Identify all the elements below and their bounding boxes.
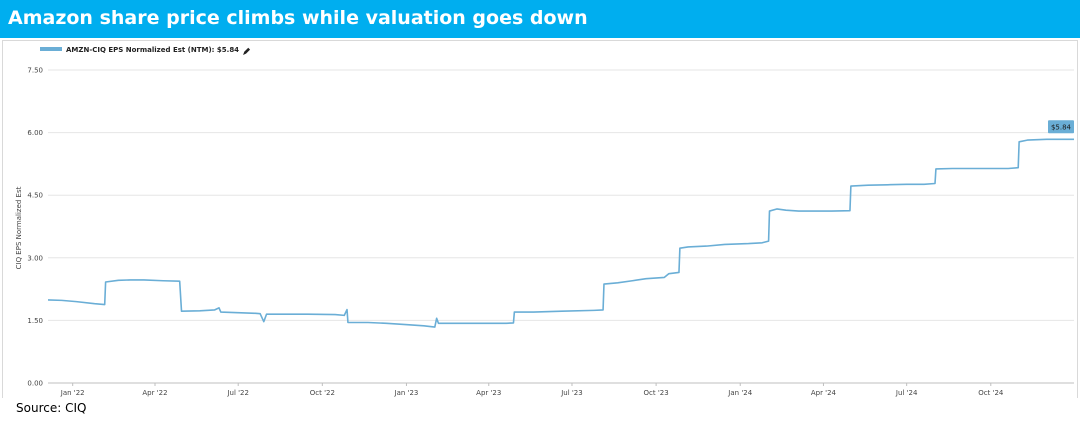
eps-line-chart: 0.001.503.004.506.007.50 Jan '22 Apr '22 J…	[15, 46, 1074, 397]
end-value-label-box	[1048, 120, 1074, 134]
y-tick-label: 3.00	[27, 254, 43, 262]
series-eps	[47, 138, 1074, 328]
legend-swatch	[40, 47, 62, 51]
x-tick-label: Jan '24	[727, 389, 752, 397]
y-tick-label: 1.50	[27, 317, 43, 325]
legend-label: AMZN-CIQ EPS Normalized Est (NTM): $5.84	[66, 46, 239, 54]
source-note: Source: CIQ	[16, 401, 87, 415]
y-axis-ticks: 0.00 1.50 3.00 4.50 6.00 7.50	[27, 67, 43, 388]
page-title: Amazon share price climbs while valuatio…	[8, 7, 588, 29]
pencil-icon[interactable]	[243, 47, 251, 55]
y-tick-label: 4.50	[27, 192, 43, 200]
x-tick-label: Jan '23	[394, 389, 419, 397]
pencil-icon-shape	[243, 47, 251, 55]
gridlines	[48, 69, 1074, 384]
x-tick-label: Oct '23	[644, 389, 669, 397]
legend[interactable]: AMZN-CIQ EPS Normalized Est (NTM): $5.84	[40, 46, 251, 55]
x-axis-ticks: Jan '22 Apr '22 Jul '22 Oct '22 Jan '23 Apr '…	[60, 383, 1004, 397]
x-tick-label: Oct '22	[310, 389, 335, 397]
x-tick-label: Apr '22	[142, 389, 167, 397]
end-value-label-text: $5.84	[1051, 123, 1072, 131]
end-value-label: $5.84	[1048, 120, 1074, 134]
chart-frame	[2, 40, 1078, 398]
y-tick-label: 0.00	[27, 380, 43, 388]
y-tick-label: 7.50	[27, 67, 43, 75]
x-tick-label: Jul '24	[895, 389, 918, 397]
series-line-0	[47, 138, 1074, 328]
x-tick-label: Apr '24	[811, 389, 837, 397]
x-tick-label: Oct '24	[978, 389, 1004, 397]
title-banner: Amazon share price climbs while valuatio…	[0, 0, 1080, 38]
x-tick-label: Apr '23	[476, 389, 501, 397]
y-axis-label: CIQ EPS Normalized Est	[15, 186, 23, 269]
x-tick-label: Jul '22	[226, 389, 249, 397]
x-tick-label: Jan '22	[60, 389, 85, 397]
y-tick-label: 6.00	[27, 129, 43, 137]
x-tick-label: Jul '23	[560, 389, 583, 397]
